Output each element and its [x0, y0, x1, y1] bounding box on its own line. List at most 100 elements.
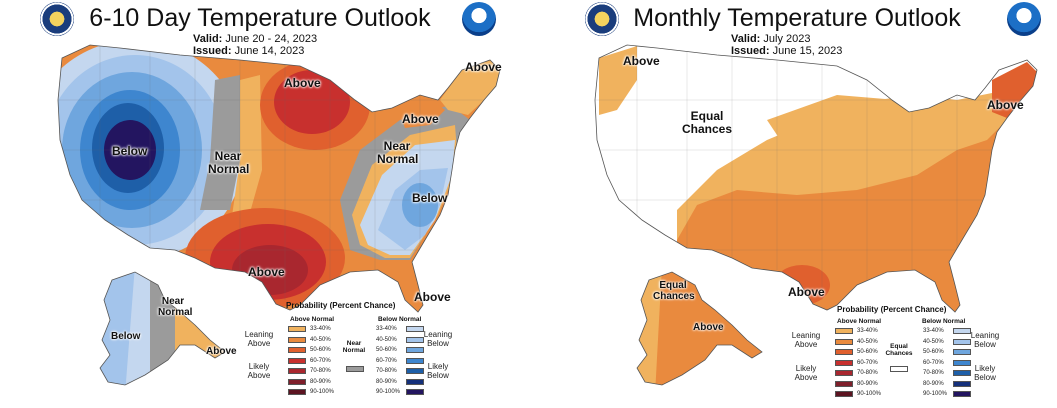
legend-below-swatch [953, 380, 971, 387]
legend-above-swatch [835, 349, 853, 355]
legend-above-swatch [835, 338, 853, 345]
legend-above-swatch [288, 326, 306, 332]
legend-above-swatch [835, 391, 853, 397]
map-monthly [594, 44, 1038, 386]
legend-below-bin-label: 70-80% [923, 370, 944, 376]
legend-title: Probability (Percent Chance) [837, 305, 947, 314]
legend-above-bin-label: 80-90% [857, 380, 878, 387]
region-label: Below [111, 331, 141, 342]
region-label: Above [465, 60, 502, 74]
legend-above-swatch [835, 359, 853, 366]
legend-below-bin-label: 80-90% [923, 380, 944, 387]
legend-below-bin-label: 60-70% [376, 357, 397, 364]
legend-below-swatch [406, 336, 424, 343]
legend-above-swatch [835, 380, 853, 387]
legend-above-swatch [288, 389, 306, 395]
doc-seal-icon [585, 2, 619, 36]
legend-above-swatch [288, 336, 306, 343]
legend-below-swatch [406, 389, 424, 395]
valid-line: Valid: July 2023 [731, 33, 811, 46]
legend-above-swatch [288, 368, 306, 374]
legend-below-swatch [953, 338, 971, 345]
legend-title: Probability (Percent Chance) [286, 301, 396, 310]
legend-below-bin-label: 33-40% [923, 328, 944, 334]
legend-below-swatch [953, 370, 971, 376]
legend-below-swatch [953, 359, 971, 366]
legend-above-bin-label: 80-90% [310, 378, 331, 385]
legend-below-bin-label: 40-50% [923, 338, 944, 345]
panel-monthly: Monthly Temperature Outlook Valid: July … [537, 0, 1057, 408]
legend-near-head: Near Normal [342, 340, 366, 354]
legend-leaning-below: Leaning Below [970, 331, 1000, 349]
map-6-10-day [57, 44, 501, 386]
legend-near-swatch [346, 366, 364, 372]
legend-below-bin-label: 50-60% [923, 349, 944, 355]
legend-equal-swatch [890, 366, 908, 372]
legend-above-head: Above Normal [837, 318, 882, 325]
legend-below-bin-label: 50-60% [376, 347, 397, 353]
legend-likely-above: Likely Above [247, 362, 271, 380]
legend-above-bin-label: 70-80% [857, 370, 878, 376]
legend-below-bin-label: 33-40% [376, 326, 397, 332]
legend-below-swatch [406, 368, 424, 374]
legend-below-swatch [406, 357, 424, 364]
legend-below-swatch [406, 347, 424, 353]
issued-value: June 14, 2023 [234, 45, 305, 57]
legend-above-swatch [835, 328, 853, 334]
region-label: Near Normal [377, 139, 419, 166]
legend-below-bin-label: 80-90% [376, 378, 397, 385]
panel-title: 6-10 Day Temperature Outlook [89, 4, 431, 32]
legend-likely-above: Likely Above [794, 364, 818, 382]
legend-below-bin-label: 90-100% [376, 389, 401, 395]
issued-line: Issued: June 15, 2023 [731, 45, 842, 58]
legend-likely-below: Likely Below [427, 362, 449, 380]
region-label: Equal Chances [682, 109, 733, 136]
valid-value: June 20 - 24, 2023 [225, 33, 318, 45]
legend-above-bin-label: 60-70% [857, 359, 878, 366]
region-label: Above [693, 322, 724, 333]
legend-above-swatch [288, 347, 306, 353]
legend-below-swatch [406, 378, 424, 385]
legend-below-swatch [406, 326, 424, 332]
noaa-logo-icon [1007, 2, 1041, 36]
legend-above-bin-label: 50-60% [310, 347, 331, 353]
region-label: Above [206, 346, 237, 357]
legend-likely-below: Likely Below [974, 364, 996, 382]
issued-line: Issued: June 14, 2023 [193, 45, 304, 58]
issued-value: June 15, 2023 [772, 45, 843, 57]
valid-label: Valid: [193, 33, 223, 45]
legend-above-bin-label: 40-50% [310, 336, 331, 343]
noaa-logo-icon [462, 2, 496, 36]
legend-above-bin-label: 50-60% [857, 349, 878, 355]
legend-below-bin-label: 90-100% [923, 391, 948, 397]
legend-below-bin-label: 70-80% [376, 368, 397, 374]
region-label: Above [402, 112, 439, 126]
valid-value: July 2023 [763, 33, 811, 45]
legend-below-head: Below Normal [378, 316, 422, 323]
legend-leaning-below: Leaning Below [423, 330, 453, 348]
legend-above-bin-label: 90-100% [310, 389, 335, 395]
legend-below-swatch [953, 391, 971, 397]
region-label: Above [987, 98, 1024, 112]
legend-below-bin-label: 60-70% [923, 359, 944, 366]
legend-below-swatch [953, 328, 971, 334]
legend-above-swatch [288, 357, 306, 364]
region-label: Equal Chances [653, 280, 695, 302]
legend-below-head: Below Normal [922, 318, 966, 325]
legend-above-bin-label: 60-70% [310, 357, 331, 364]
valid-line: Valid: June 20 - 24, 2023 [193, 33, 317, 46]
region-label: Below [412, 191, 448, 205]
legend-above-head: Above Normal [290, 316, 335, 323]
region-label: Above [788, 285, 825, 299]
region-label: Near Normal [208, 149, 250, 176]
panel-6-10-day: 6-10 Day Temperature Outlook Valid: June… [0, 0, 520, 408]
issued-label: Issued: [193, 45, 232, 57]
legend-leaning-above: Leaning Above [244, 330, 274, 348]
legend-above-swatch [835, 370, 853, 376]
region-label: Above [414, 290, 451, 304]
region-label: Above [284, 76, 321, 90]
legend-below-swatch [953, 349, 971, 355]
region-label: Near Normal [158, 296, 193, 318]
legend-above-bin-label: 33-40% [857, 328, 878, 334]
legend-below-bin-label: 40-50% [376, 336, 397, 343]
